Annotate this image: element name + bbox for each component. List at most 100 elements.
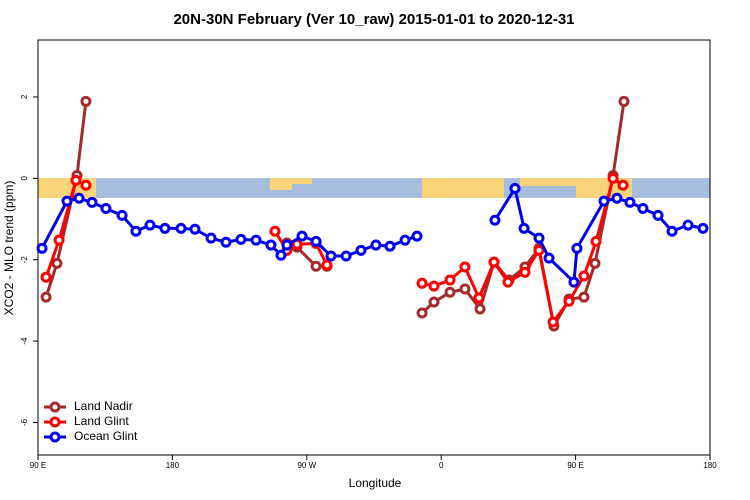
legend-marker	[49, 416, 61, 428]
chart-title: 20N-30N February (Ver 10_raw) 2015-01-01…	[173, 11, 574, 28]
point	[296, 230, 308, 242]
point	[666, 225, 678, 237]
series-line	[44, 101, 626, 331]
point	[235, 233, 247, 245]
map-land	[422, 178, 504, 198]
point	[563, 295, 575, 307]
point	[502, 276, 514, 288]
point	[205, 232, 217, 244]
point	[459, 261, 471, 273]
point	[175, 222, 187, 234]
point	[578, 291, 590, 303]
point	[399, 234, 411, 246]
y-tick-label: -4	[20, 337, 29, 345]
point	[220, 236, 232, 248]
point	[100, 202, 112, 214]
point	[416, 277, 428, 289]
point	[51, 257, 63, 269]
map-land	[270, 178, 292, 190]
point	[40, 291, 52, 303]
point	[275, 249, 287, 261]
x-tick-label: 90 E	[567, 461, 583, 470]
point	[340, 250, 352, 262]
point	[428, 296, 440, 308]
x-tick-label: 90 W	[297, 461, 316, 470]
point	[488, 256, 500, 268]
point	[533, 232, 545, 244]
point	[578, 270, 590, 282]
point	[189, 223, 201, 235]
point	[159, 222, 171, 234]
point	[310, 260, 322, 272]
point	[618, 95, 630, 107]
point	[590, 235, 602, 247]
point	[265, 239, 277, 251]
y-tick-label: -2	[20, 256, 29, 264]
point	[310, 235, 322, 247]
point	[489, 214, 501, 226]
point	[611, 192, 623, 204]
point	[571, 242, 583, 254]
point	[533, 244, 545, 256]
legend-marker	[49, 431, 61, 443]
point	[281, 239, 293, 251]
legend-label: Land Nadir	[74, 399, 133, 413]
point	[144, 219, 156, 231]
point	[355, 244, 367, 256]
point	[70, 174, 82, 186]
legend-label: Ocean Glint	[74, 429, 138, 443]
x-tick-label: 0	[439, 461, 444, 470]
map-strip	[38, 178, 710, 198]
map-land	[520, 178, 576, 186]
y-tick-label: 0	[20, 176, 29, 181]
map-land	[292, 178, 312, 184]
point	[250, 234, 262, 246]
point	[444, 286, 456, 298]
point	[519, 266, 531, 278]
x-axis-label: Longitude	[349, 476, 402, 490]
point	[543, 252, 555, 264]
point	[325, 250, 337, 262]
point	[53, 234, 65, 246]
y-tick-label: -6	[20, 418, 29, 426]
point	[130, 225, 142, 237]
point	[509, 183, 521, 195]
point	[73, 192, 85, 204]
point	[589, 257, 601, 269]
point	[598, 195, 610, 207]
point	[370, 239, 382, 251]
point	[321, 259, 333, 271]
point	[473, 292, 485, 304]
point	[459, 283, 471, 295]
point	[568, 276, 580, 288]
point	[80, 95, 92, 107]
point	[269, 225, 281, 237]
point	[416, 307, 428, 319]
x-tick-label: 90 E	[30, 461, 46, 470]
point	[624, 196, 636, 208]
point	[384, 240, 396, 252]
point	[61, 195, 73, 207]
point	[116, 209, 128, 221]
legend-label: Land Glint	[74, 414, 129, 428]
point	[40, 271, 52, 283]
y-tick-label: 2	[20, 94, 29, 99]
point	[411, 230, 423, 242]
point	[36, 242, 48, 254]
point	[80, 179, 92, 191]
point	[518, 222, 530, 234]
point	[444, 274, 456, 286]
x-tick-label: 180	[166, 461, 180, 470]
point	[428, 280, 440, 292]
point	[652, 209, 664, 221]
point	[547, 316, 559, 328]
point	[86, 196, 98, 208]
point	[617, 179, 629, 191]
point	[474, 303, 486, 315]
y-axis-label: XCO2 - MLO trend (ppm)	[2, 181, 16, 316]
point	[607, 172, 619, 184]
point	[637, 202, 649, 214]
x-tick-label: 180	[703, 461, 717, 470]
